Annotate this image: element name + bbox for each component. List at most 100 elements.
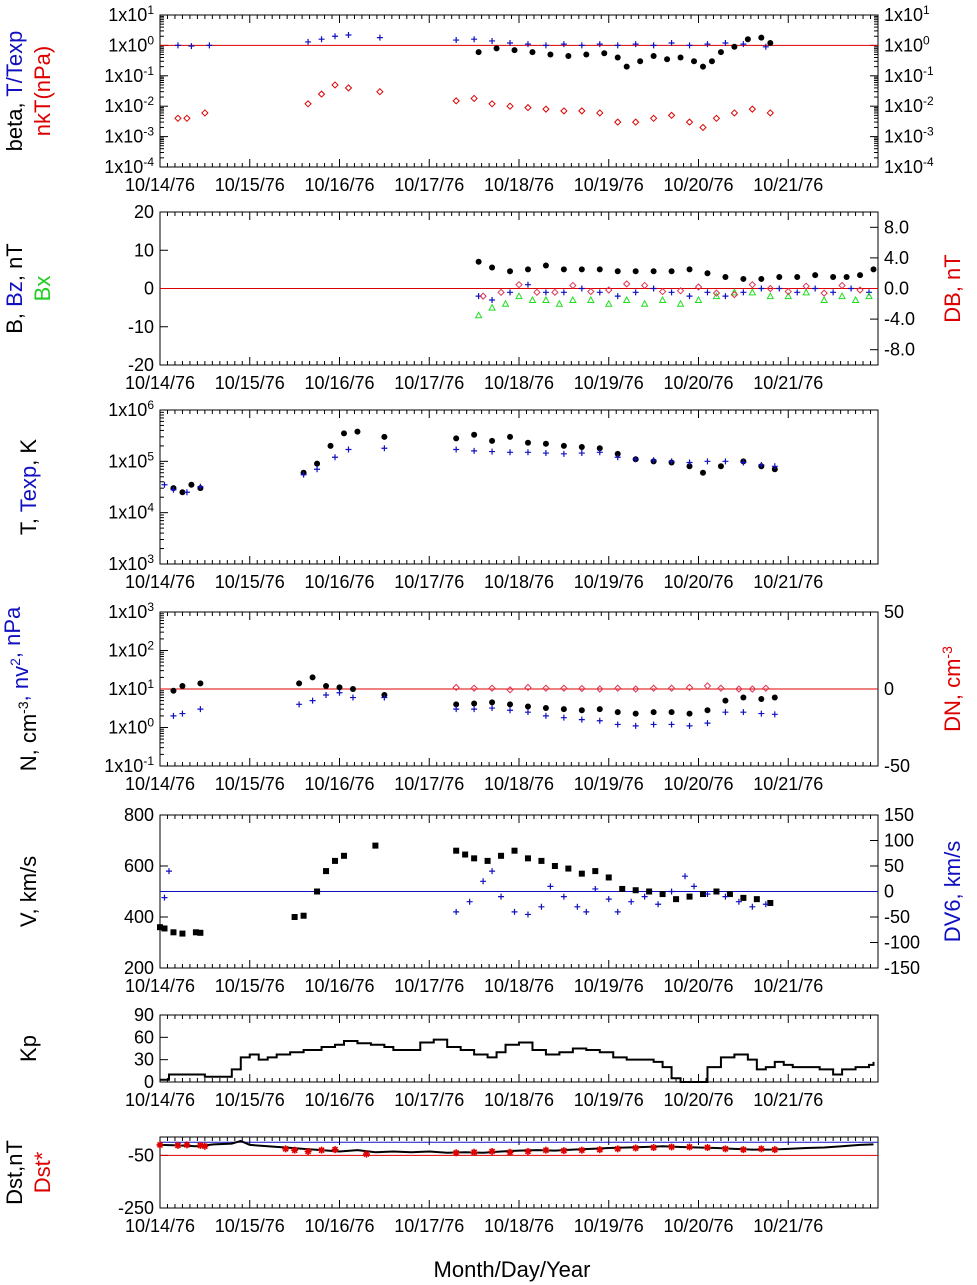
panel-v: 10/14/76 10/15/76 10/16/76 10/17/76 10/18/76… xyxy=(16,805,965,996)
data-point xyxy=(658,295,667,303)
data-point xyxy=(749,903,756,910)
data-point xyxy=(596,266,603,273)
data-point xyxy=(740,459,747,466)
x-tick-label: 10/19/76 xyxy=(574,175,644,195)
data-point xyxy=(730,109,739,117)
data-point xyxy=(470,1148,478,1156)
data-point xyxy=(668,268,675,275)
data-point xyxy=(309,697,316,704)
data-point xyxy=(646,888,653,895)
data-point xyxy=(489,868,496,875)
data-point xyxy=(349,686,356,692)
data-point xyxy=(188,43,195,50)
data-point xyxy=(632,268,639,275)
y-axis-label-secondary: nkT(nPa) xyxy=(30,46,55,136)
x-tick-label: 10/21/76 xyxy=(753,1216,823,1236)
y-tick-label: 600 xyxy=(124,856,154,876)
y-tick-label: 1x10-1 xyxy=(104,64,154,86)
y-tick-label: 1x101 xyxy=(108,677,154,699)
data-point xyxy=(685,118,694,126)
data-point xyxy=(677,54,684,61)
data-point xyxy=(703,682,712,690)
data-point xyxy=(596,41,603,48)
data-point xyxy=(632,722,639,729)
data-point xyxy=(318,36,325,43)
data-point xyxy=(614,293,621,300)
data-point xyxy=(686,893,693,900)
data-point xyxy=(197,706,204,713)
data-point xyxy=(748,685,757,693)
data-point xyxy=(762,901,769,908)
data-point xyxy=(614,450,621,457)
data-point xyxy=(631,685,640,693)
data-point xyxy=(488,684,496,692)
y-tick-label: 1x105 xyxy=(108,449,154,471)
data-point xyxy=(555,299,564,307)
data-point xyxy=(758,461,765,468)
y-right-tick-label: 100 xyxy=(884,831,914,851)
x-tick-label: 10/20/76 xyxy=(663,1216,733,1236)
data-point xyxy=(614,908,621,915)
data-point xyxy=(542,42,549,49)
data-point xyxy=(601,50,608,57)
data-point xyxy=(848,285,855,292)
data-point xyxy=(650,709,657,716)
data-point xyxy=(507,433,514,440)
panel-n: 10/14/76 10/15/76 10/16/76 10/17/76 10/18/76… xyxy=(0,600,965,794)
y-tick-label: 1x100 xyxy=(108,716,154,738)
data-point xyxy=(857,272,864,279)
data-point xyxy=(596,685,604,693)
data-point xyxy=(188,481,195,488)
data-point xyxy=(731,43,738,50)
y-tick-label: 0 xyxy=(144,279,154,299)
data-point xyxy=(524,1147,532,1155)
data-point xyxy=(632,887,639,894)
y-tick-label: 1x103 xyxy=(108,552,154,574)
data-point xyxy=(551,288,559,297)
x-tick-label: 10/16/76 xyxy=(304,1090,374,1110)
data-point xyxy=(300,471,307,478)
data-point xyxy=(704,41,711,48)
x-tick-label: 10/19/76 xyxy=(574,1216,644,1236)
data-point xyxy=(291,1146,299,1154)
data-point xyxy=(614,709,621,716)
y-axis-label: Kp xyxy=(16,1035,41,1062)
series xyxy=(475,281,873,303)
data-point xyxy=(812,272,819,279)
series-line xyxy=(160,1038,875,1083)
series xyxy=(474,288,873,319)
data-point xyxy=(623,63,630,70)
data-point xyxy=(529,49,536,56)
data-point xyxy=(542,450,549,457)
data-point xyxy=(165,868,172,875)
data-point xyxy=(668,1143,676,1151)
x-tick-label: 10/17/76 xyxy=(394,175,464,195)
data-point xyxy=(668,709,675,716)
x-tick-label: 10/19/76 xyxy=(574,572,644,592)
data-point xyxy=(748,288,757,296)
y-right-tick-label: 4.0 xyxy=(884,248,909,268)
y-tick-label: 30 xyxy=(134,1050,154,1070)
data-point xyxy=(489,448,496,455)
x-tick-label: 10/14/76 xyxy=(125,976,195,996)
data-point xyxy=(667,684,676,692)
data-point xyxy=(362,1150,370,1158)
data-point xyxy=(452,1149,460,1157)
data-point xyxy=(685,683,694,692)
data-point xyxy=(596,445,603,452)
y-tick-label: 90 xyxy=(134,1005,154,1025)
data-point xyxy=(565,52,572,59)
data-point xyxy=(649,684,658,692)
x-tick-label: 10/21/76 xyxy=(753,572,823,592)
data-point xyxy=(592,885,599,892)
data-point xyxy=(453,701,460,708)
data-point xyxy=(676,299,685,307)
data-point xyxy=(327,442,334,449)
data-point xyxy=(560,706,567,713)
data-point xyxy=(735,898,742,905)
data-point xyxy=(771,1146,779,1154)
data-point xyxy=(538,857,545,864)
data-point xyxy=(583,908,590,915)
x-tick-label: 10/16/76 xyxy=(304,774,374,794)
data-point xyxy=(650,285,657,292)
